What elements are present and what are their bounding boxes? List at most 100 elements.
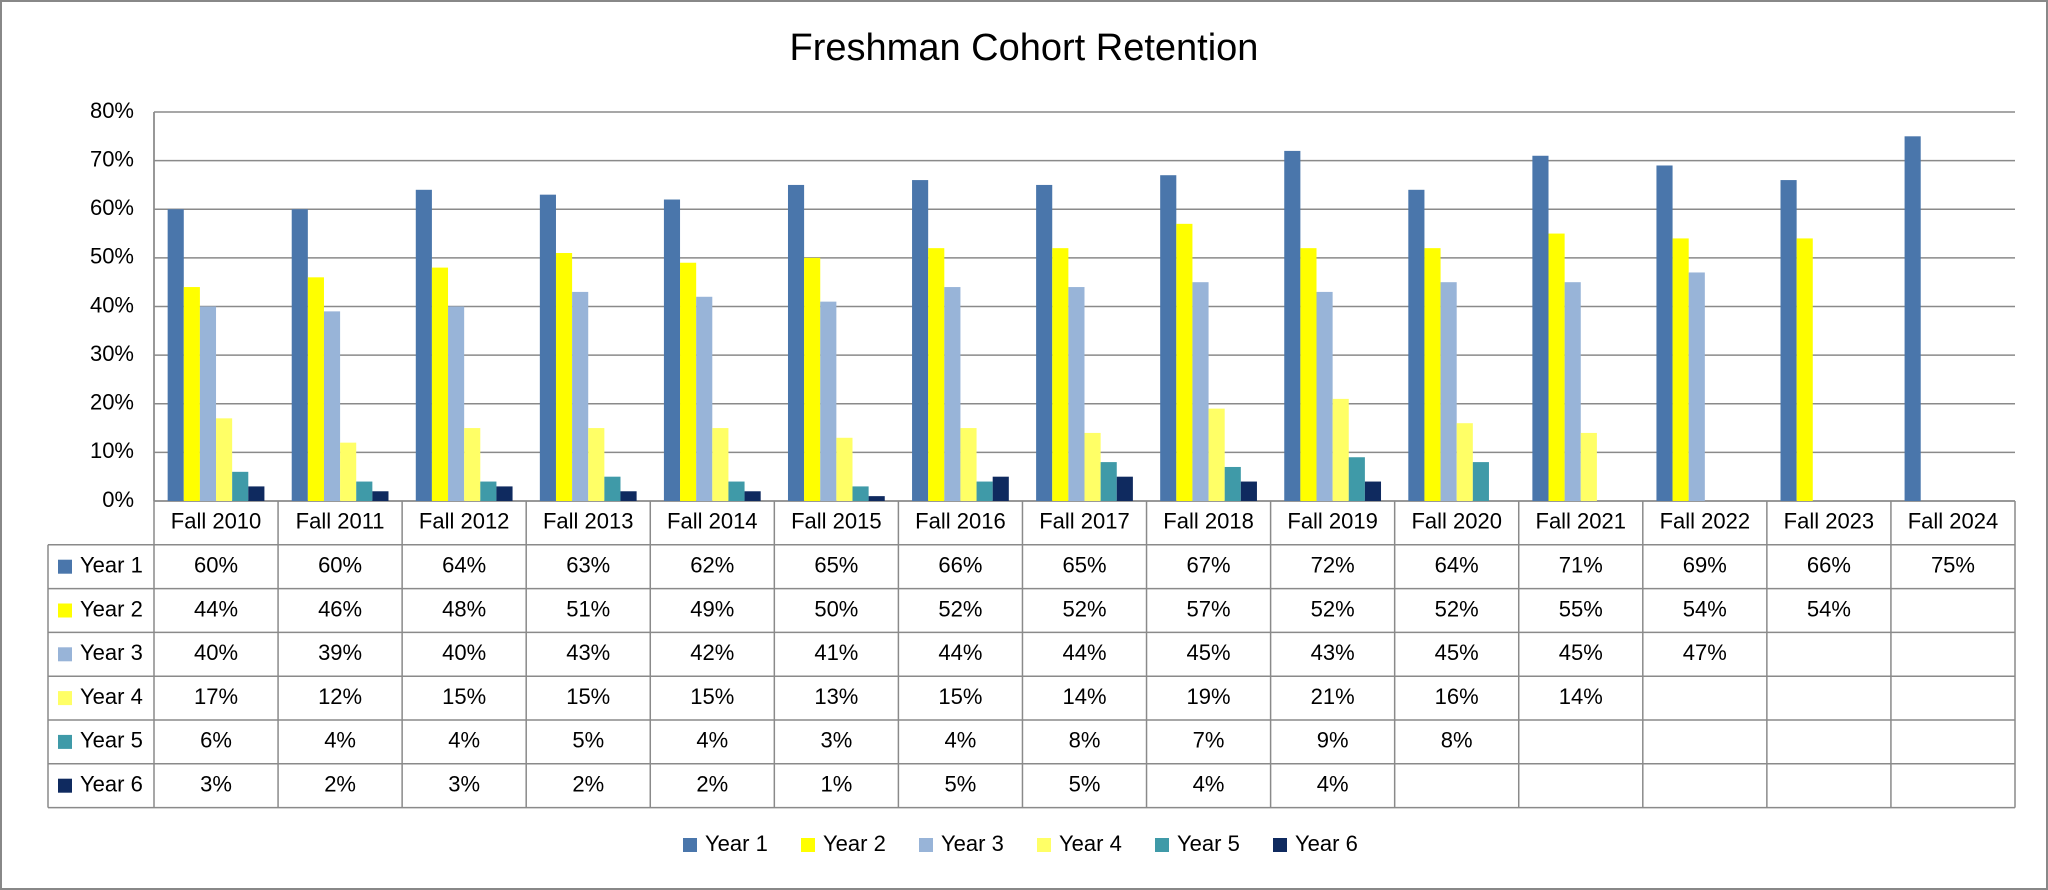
y-tick-label: 30% — [90, 341, 134, 366]
bar — [976, 481, 993, 501]
table-cell: 72% — [1311, 553, 1355, 578]
row-label: Year 1 — [80, 553, 143, 578]
bar — [1240, 481, 1257, 501]
table-legend-swatch — [58, 691, 72, 706]
x-tick-label: Fall 2022 — [1660, 509, 1751, 534]
bar — [1456, 423, 1473, 501]
x-tick-label: Fall 2020 — [1411, 509, 1502, 534]
bar — [1176, 223, 1193, 501]
bar — [1364, 481, 1382, 501]
table-cell: 65% — [814, 553, 858, 578]
bar — [199, 306, 217, 501]
x-tick-label: Fall 2021 — [1536, 509, 1627, 534]
legend-swatch — [1273, 838, 1287, 852]
table-cell: 2% — [696, 772, 728, 797]
row-label: Year 6 — [80, 772, 143, 797]
table-cell: 2% — [324, 772, 356, 797]
bar — [464, 428, 481, 501]
bar — [291, 209, 308, 501]
bar — [992, 476, 1009, 501]
legend-swatch — [919, 838, 933, 852]
table-cell: 75% — [1931, 553, 1975, 578]
table-cell: 52% — [938, 596, 982, 621]
bar — [1300, 248, 1317, 501]
table-cell: 15% — [442, 684, 486, 709]
table-cell: 39% — [318, 640, 362, 665]
legend-label: Year 3 — [941, 831, 1004, 856]
table-cell: 7% — [1193, 728, 1225, 753]
bar — [868, 496, 885, 501]
bar — [944, 287, 961, 501]
y-tick-label: 60% — [90, 195, 134, 220]
table-cell: 1% — [820, 772, 852, 797]
bar — [572, 291, 589, 501]
bar — [340, 442, 357, 501]
bar — [1284, 150, 1301, 501]
table-cell: 4% — [945, 728, 977, 753]
bar — [480, 481, 497, 501]
table-cell: 15% — [566, 684, 610, 709]
table-cell: 52% — [1062, 596, 1106, 621]
bar — [415, 189, 432, 502]
table-cell: 67% — [1187, 553, 1231, 578]
bar — [928, 248, 945, 501]
x-tick-label: Fall 2019 — [1287, 509, 1378, 534]
bar — [787, 184, 805, 501]
legend-swatch — [1155, 838, 1169, 852]
table-cell: 69% — [1683, 553, 1727, 578]
row-label: Year 3 — [80, 640, 143, 665]
table-cell: 3% — [820, 728, 852, 753]
y-tick-label: 40% — [90, 292, 134, 317]
bar — [1116, 476, 1133, 501]
legend-label: Year 1 — [705, 831, 768, 856]
table-cell: 54% — [1683, 596, 1727, 621]
bar — [248, 486, 265, 501]
table-cell: 52% — [1435, 596, 1479, 621]
legend-label: Year 2 — [823, 831, 886, 856]
bar — [1796, 238, 1813, 502]
table-cell: 54% — [1807, 596, 1851, 621]
table-cell: 16% — [1435, 684, 1479, 709]
table-cell: 65% — [1062, 553, 1106, 578]
bar — [1068, 287, 1085, 501]
bar — [1472, 462, 1489, 501]
bar — [431, 267, 449, 501]
bar — [323, 311, 341, 501]
y-tick-label: 0% — [102, 487, 134, 512]
table-cell: 13% — [814, 684, 858, 709]
table-cell: 51% — [566, 596, 610, 621]
bar — [1084, 432, 1101, 501]
table-cell: 3% — [200, 772, 232, 797]
bar — [1688, 272, 1705, 501]
row-label: Year 2 — [80, 596, 143, 621]
legend-label: Year 4 — [1059, 831, 1122, 856]
legend-label: Year 5 — [1177, 831, 1240, 856]
bar — [1672, 238, 1689, 502]
table-cell: 42% — [690, 640, 734, 665]
bar — [728, 481, 745, 501]
bar — [372, 491, 389, 501]
table-cell: 5% — [572, 728, 604, 753]
bar — [1408, 189, 1425, 502]
table-cell: 45% — [1559, 640, 1603, 665]
bar — [836, 437, 853, 501]
table-cell: 43% — [566, 640, 610, 665]
bar — [1348, 457, 1365, 501]
x-tick-label: Fall 2014 — [667, 509, 758, 534]
table-cell: 45% — [1187, 640, 1231, 665]
bar — [804, 257, 821, 501]
bar — [620, 491, 637, 501]
table-cell: 17% — [194, 684, 238, 709]
table-legend-swatch — [58, 559, 72, 574]
table-legend-swatch — [58, 778, 72, 793]
x-tick-label: Fall 2018 — [1163, 509, 1254, 534]
table-legend-swatch — [58, 647, 72, 662]
bar — [1424, 248, 1441, 501]
table-cell: 4% — [696, 728, 728, 753]
table-cell: 64% — [442, 553, 486, 578]
table-cell: 55% — [1559, 596, 1603, 621]
bar — [167, 209, 184, 501]
x-tick-label: Fall 2010 — [171, 509, 262, 534]
table-cell: 40% — [194, 640, 238, 665]
table-cell: 44% — [938, 640, 982, 665]
